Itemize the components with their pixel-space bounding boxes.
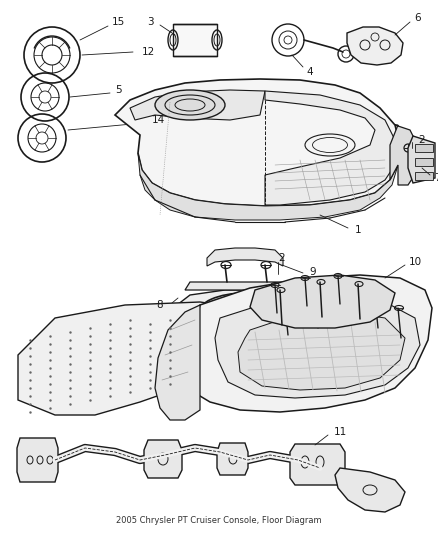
Text: 8: 8: [157, 300, 163, 310]
Text: 2: 2: [419, 135, 425, 145]
Polygon shape: [390, 125, 420, 185]
Polygon shape: [144, 440, 182, 478]
Text: 6: 6: [415, 13, 421, 23]
Text: 5: 5: [115, 85, 121, 95]
Polygon shape: [335, 468, 405, 512]
Text: 2005 Chrysler PT Cruiser Console, Floor Diagram: 2005 Chrysler PT Cruiser Console, Floor …: [116, 516, 322, 525]
Polygon shape: [17, 438, 58, 482]
Text: 3: 3: [147, 17, 153, 27]
Polygon shape: [347, 27, 403, 65]
Text: 11: 11: [333, 427, 346, 437]
Ellipse shape: [210, 299, 280, 329]
Polygon shape: [185, 275, 432, 412]
Polygon shape: [415, 158, 433, 166]
Polygon shape: [115, 79, 400, 206]
Polygon shape: [217, 443, 248, 475]
Text: 9: 9: [310, 267, 316, 277]
Text: 1: 1: [355, 225, 361, 235]
Polygon shape: [138, 153, 398, 220]
Polygon shape: [415, 144, 433, 152]
Text: 4: 4: [307, 67, 313, 77]
Polygon shape: [265, 91, 395, 205]
Polygon shape: [250, 275, 395, 328]
Polygon shape: [238, 312, 405, 390]
Text: 7: 7: [434, 173, 438, 183]
Text: 2: 2: [279, 253, 285, 263]
Polygon shape: [173, 24, 217, 56]
Polygon shape: [155, 305, 200, 420]
Polygon shape: [18, 302, 250, 415]
Polygon shape: [207, 248, 283, 266]
Text: 14: 14: [152, 115, 165, 125]
Ellipse shape: [155, 90, 225, 120]
Polygon shape: [185, 282, 305, 290]
Polygon shape: [290, 444, 345, 485]
Polygon shape: [408, 136, 435, 183]
Polygon shape: [215, 298, 420, 398]
Text: 15: 15: [111, 17, 125, 27]
Ellipse shape: [198, 293, 293, 335]
Polygon shape: [130, 90, 265, 120]
Polygon shape: [177, 290, 313, 338]
Text: 10: 10: [409, 257, 421, 267]
Polygon shape: [415, 172, 433, 180]
Text: 12: 12: [141, 47, 155, 57]
